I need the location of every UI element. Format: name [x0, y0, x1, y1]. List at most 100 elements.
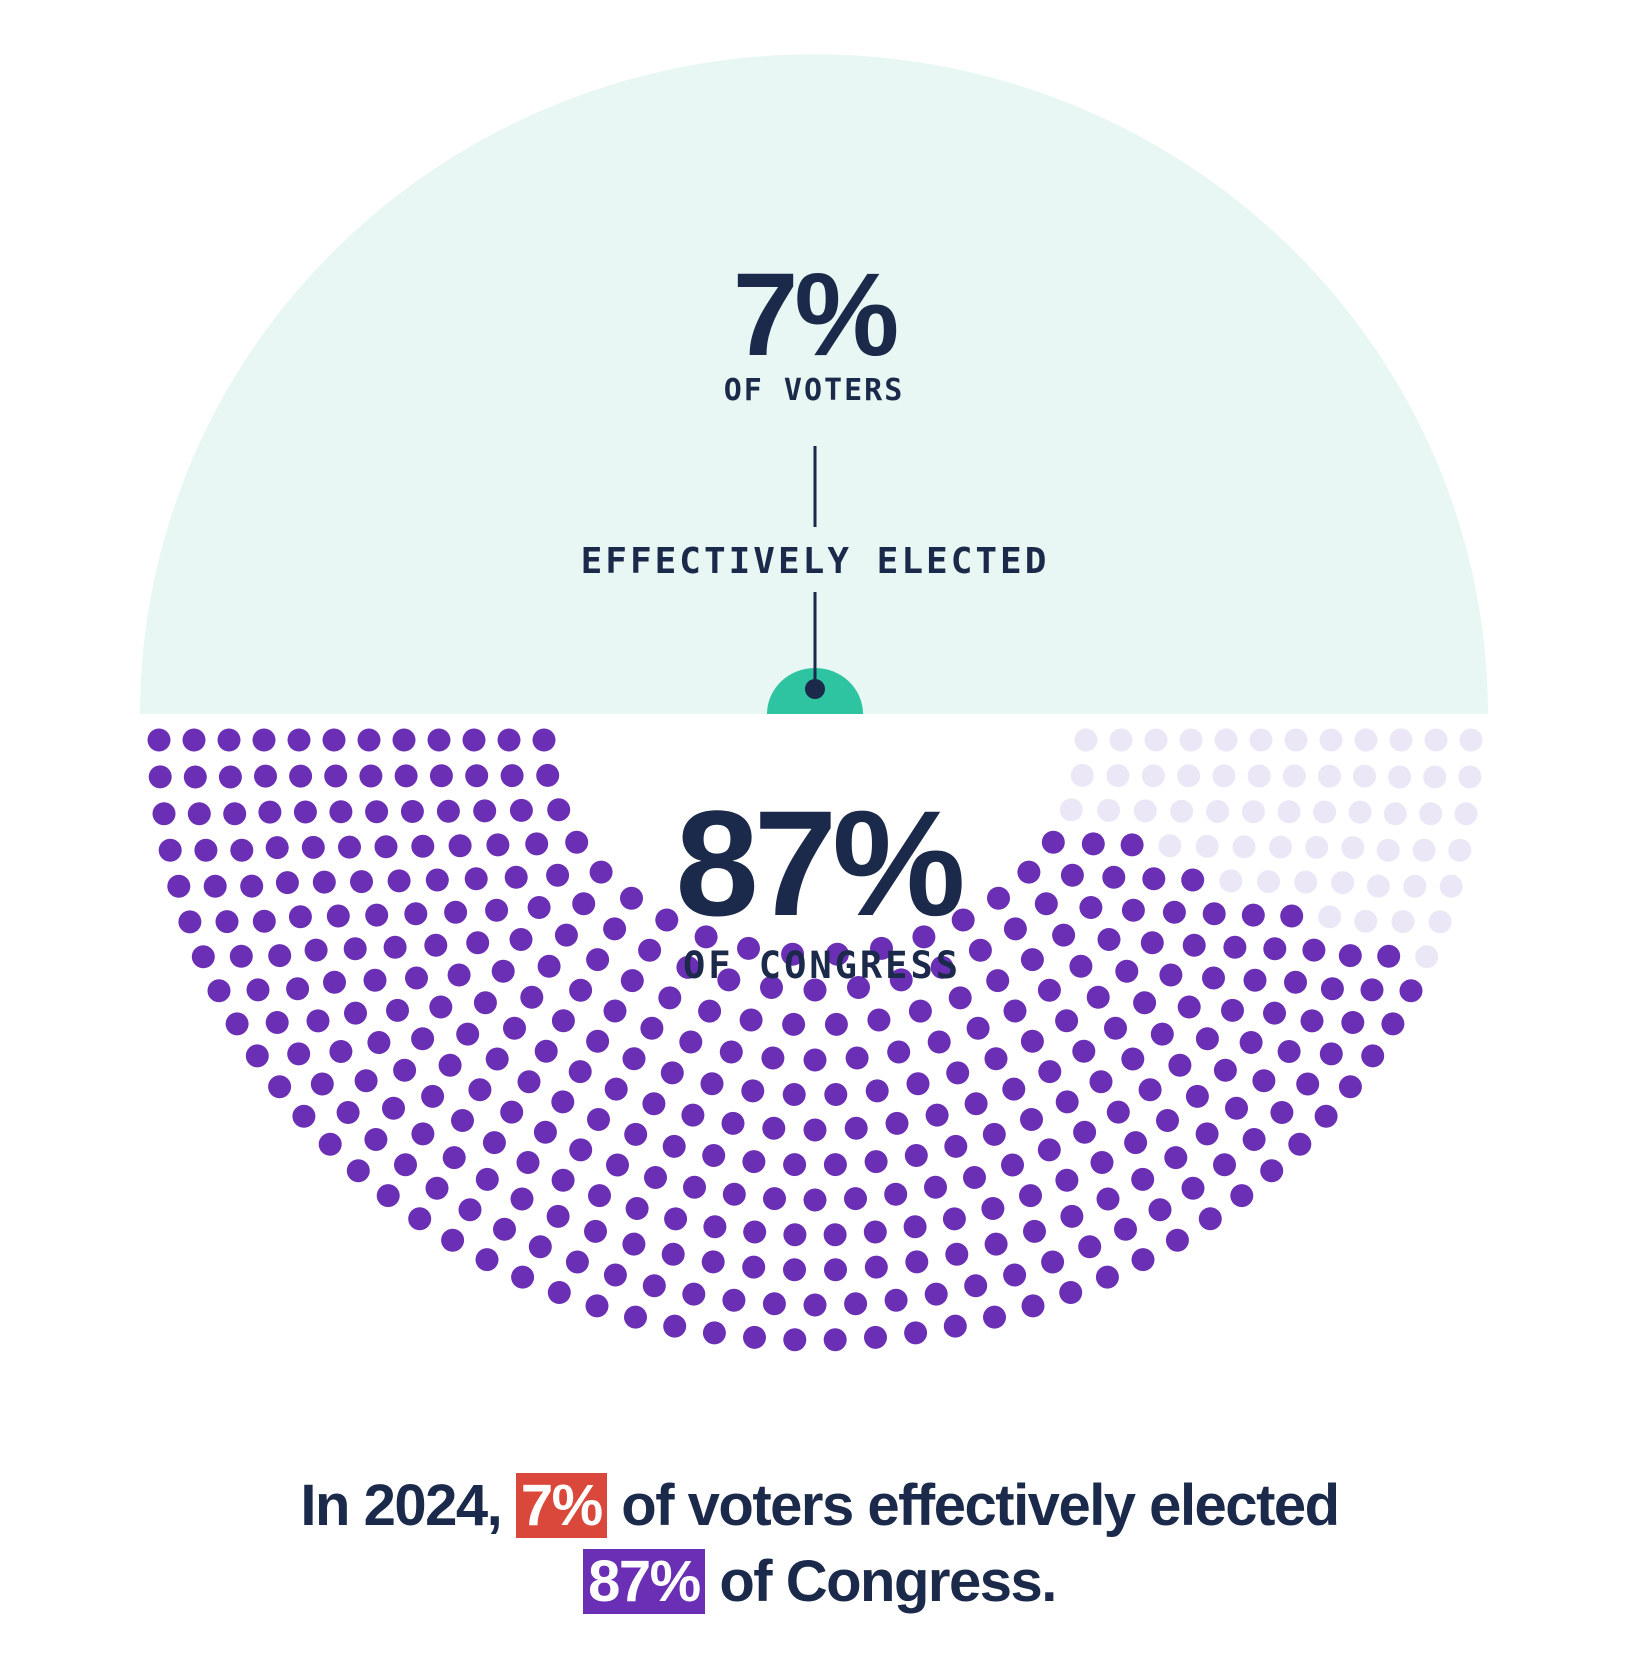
seat-effectively-elected	[394, 764, 418, 788]
seat-effectively-elected	[1017, 860, 1041, 884]
seat-effectively-elected	[288, 905, 312, 929]
seat-effectively-elected	[411, 1027, 435, 1051]
seat-effectively-elected	[603, 917, 627, 941]
seat-effectively-elected	[215, 910, 239, 934]
seat-effectively-elected	[743, 1220, 767, 1244]
seat-effectively-elected	[387, 869, 411, 893]
seat-effectively-elected	[924, 1282, 948, 1306]
seat-effectively-elected	[663, 1314, 687, 1338]
seat-effectively-elected	[528, 1235, 552, 1259]
seat-effectively-elected	[359, 764, 383, 788]
seat-effectively-elected	[310, 1072, 334, 1096]
seat-effectively-elected	[1055, 1009, 1079, 1033]
seat-effectively-elected	[343, 937, 367, 961]
caption-congress-text: of Congress.	[719, 1549, 1057, 1614]
seat-effectively-elected	[1081, 832, 1105, 856]
seat-effectively-elected	[760, 976, 783, 999]
seat-effectively-elected	[517, 1070, 541, 1094]
seat-effectively-elected	[1277, 1040, 1301, 1063]
seat-effectively-elected	[252, 728, 276, 752]
seat-effectively-elected	[424, 933, 448, 957]
seat-effectively-elected	[318, 1132, 342, 1156]
seat-effectively-elected	[1182, 933, 1206, 957]
seat-effectively-elected	[393, 1058, 417, 1082]
seat-effectively-elected	[1164, 1146, 1188, 1170]
seat-effectively-elected	[1095, 1265, 1119, 1289]
seat-effectively-elected	[532, 728, 556, 752]
caption-year-text: In 2024,	[300, 1473, 502, 1538]
seat-other	[1353, 764, 1376, 788]
seat-other	[1277, 800, 1301, 824]
seat-effectively-elected	[468, 1078, 492, 1102]
seat-effectively-elected	[394, 1153, 417, 1177]
seat-effectively-elected	[1052, 923, 1076, 947]
seat-effectively-elected	[1314, 1104, 1338, 1128]
seat-effectively-elected	[421, 1084, 445, 1108]
caption-line-2: 87% of Congress.	[0, 1544, 1639, 1620]
seat-effectively-elected	[824, 1012, 848, 1036]
seat-effectively-elected	[906, 1072, 930, 1096]
seat-effectively-elected	[275, 871, 299, 895]
seat-effectively-elected	[1361, 1044, 1385, 1068]
seat-other	[1439, 874, 1463, 898]
seat-effectively-elected	[803, 978, 827, 1002]
seat-effectively-elected	[1089, 1070, 1113, 1094]
seat-effectively-elected	[986, 969, 1010, 993]
seat-effectively-elected	[546, 863, 570, 887]
seat-effectively-elected	[660, 1061, 684, 1085]
seat-effectively-elected	[1195, 1027, 1219, 1051]
seat-effectively-elected	[1121, 1047, 1145, 1071]
seat-effectively-elected	[427, 728, 451, 752]
seat-effectively-elected	[987, 886, 1010, 910]
seat-effectively-elected	[781, 942, 805, 966]
seat-effectively-elected	[683, 1175, 706, 1199]
caption-line-1: In 2024, 7% of voters effectively electe…	[0, 1468, 1639, 1544]
seat-effectively-elected	[823, 1328, 847, 1352]
seat-effectively-elected	[218, 765, 242, 789]
seat-other	[1313, 800, 1337, 824]
seat-effectively-elected	[382, 1096, 405, 1120]
seat-effectively-elected	[568, 1060, 592, 1084]
seat-effectively-elected	[717, 968, 741, 992]
seat-effectively-elected	[1338, 1075, 1362, 1099]
seat-effectively-elected	[1185, 1084, 1209, 1108]
seat-effectively-elected	[322, 728, 346, 752]
seat-effectively-elected	[547, 798, 571, 822]
seat-effectively-elected	[762, 1116, 786, 1140]
seat-effectively-elected	[904, 1321, 928, 1345]
seat-effectively-elected	[984, 1232, 1008, 1256]
seat-effectively-elected	[884, 1182, 908, 1206]
seat-effectively-elected	[1399, 979, 1423, 1003]
seat-effectively-elected	[178, 910, 202, 934]
seat-effectively-elected	[943, 1314, 967, 1338]
seat-other	[1317, 764, 1341, 788]
seat-effectively-elected	[1168, 1053, 1192, 1077]
seat-effectively-elected	[742, 1255, 766, 1279]
seat-effectively-elected	[982, 1122, 1006, 1146]
seat-effectively-elected	[887, 1040, 911, 1064]
seat-effectively-elected	[365, 903, 389, 927]
seat-other	[1319, 728, 1343, 752]
seat-effectively-elected	[624, 1305, 647, 1329]
seat-effectively-elected	[984, 1047, 1008, 1071]
seat-effectively-elected	[742, 1150, 766, 1174]
seat-effectively-elected	[456, 1022, 480, 1046]
seat-effectively-elected	[865, 1079, 889, 1103]
connector-dot	[805, 679, 825, 699]
seat-effectively-elected	[354, 1069, 378, 1093]
seat-effectively-elected	[336, 1101, 360, 1124]
seat-effectively-elected	[1165, 1228, 1189, 1252]
seat-effectively-elected	[1280, 904, 1304, 928]
seat-effectively-elected	[824, 1258, 847, 1282]
seat-effectively-elected	[158, 838, 182, 862]
seat-other	[1424, 728, 1448, 752]
seat-other	[1389, 728, 1413, 752]
seat-effectively-elected	[473, 799, 497, 823]
seat-effectively-elected	[350, 870, 373, 894]
seat-effectively-elected	[509, 798, 533, 822]
voters-highlight: 7%	[515, 1473, 607, 1538]
seat-effectively-elected	[1159, 963, 1183, 987]
seat-effectively-elected	[491, 959, 515, 983]
seat-effectively-elected	[589, 860, 613, 884]
